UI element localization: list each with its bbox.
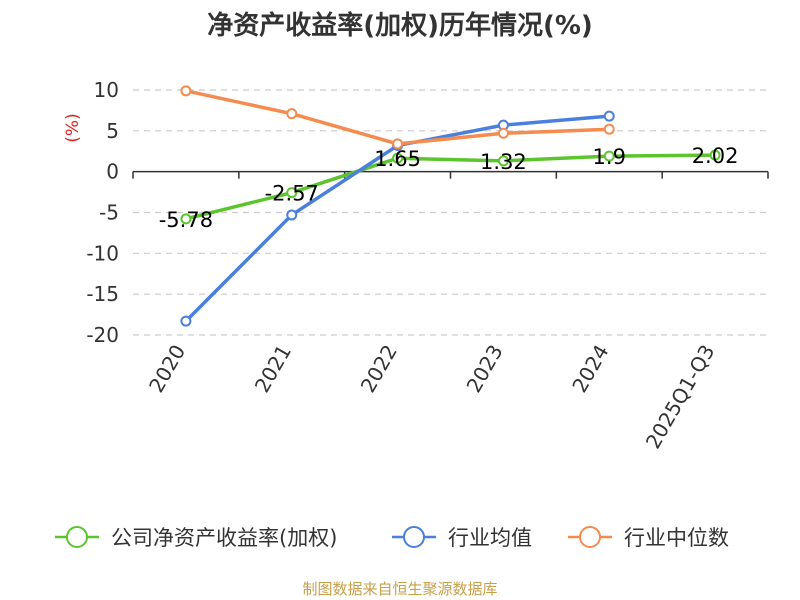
chart-title: 净资产收益率(加权)历年情况(%) (207, 10, 593, 41)
series-point (497, 155, 509, 167)
legend-marker (403, 526, 425, 548)
series-point (286, 209, 298, 221)
data-label: -5.78 (159, 208, 213, 232)
series-point (392, 138, 404, 150)
data-label: 1.32 (480, 150, 527, 174)
grid-lines (133, 89, 768, 336)
series-point (286, 187, 298, 199)
data-label: 2.02 (692, 144, 739, 168)
y-axis-unit-label: (%) (63, 113, 83, 142)
series-lines (180, 85, 721, 327)
y-tick-label: -10 (86, 241, 119, 265)
x-tick-label: 2022 (356, 341, 402, 397)
legend-label: 行业中位数 (624, 526, 729, 550)
series-point (392, 152, 404, 164)
series-point (180, 85, 192, 97)
series-point (603, 123, 615, 135)
legend-marker (66, 526, 88, 548)
data-label: 1.65 (374, 147, 421, 171)
x-tick-label: 2020 (144, 341, 190, 397)
y-tick-label: 0 (106, 160, 119, 184)
legend-label: 行业均值 (448, 526, 532, 550)
x-tick-label: 2023 (462, 340, 508, 396)
data-label: 1.9 (593, 145, 626, 169)
series-point (286, 108, 298, 120)
x-tick-label: 2025Q1-Q3 (641, 341, 720, 453)
series-point (497, 127, 509, 139)
series-point (180, 213, 192, 225)
x-tick-label: 2024 (567, 341, 613, 397)
y-tick-label: -15 (86, 282, 119, 306)
y-tick-label: -5 (99, 201, 119, 225)
data-label: -2.57 (265, 182, 319, 206)
series-point (180, 315, 192, 327)
series-point (709, 149, 721, 161)
data-labels: -5.78 -2.57 1.65 1.32 1.9 2.02 (159, 144, 739, 232)
series-line (184, 153, 717, 221)
series-point (603, 110, 615, 122)
series-line (184, 89, 611, 146)
legend: 公司净资产收益率(加权) 行业均值 行业中位数 (55, 526, 729, 550)
y-tick-label: -20 (86, 323, 119, 347)
series-point (603, 150, 615, 162)
y-tick-label: 10 (94, 78, 119, 102)
x-tick-label: 2021 (250, 341, 296, 397)
legend-marker (579, 526, 601, 548)
y-tick-label: 5 (106, 119, 119, 143)
axes: 10 5 0 -5 -10 -15 -20 2020 2021 2022 2023 2024 2025Q… (86, 78, 769, 453)
source-note: 制图数据来自恒生聚源数据库 (302, 580, 497, 598)
legend-label: 公司净资产收益率(加权) (111, 526, 337, 550)
